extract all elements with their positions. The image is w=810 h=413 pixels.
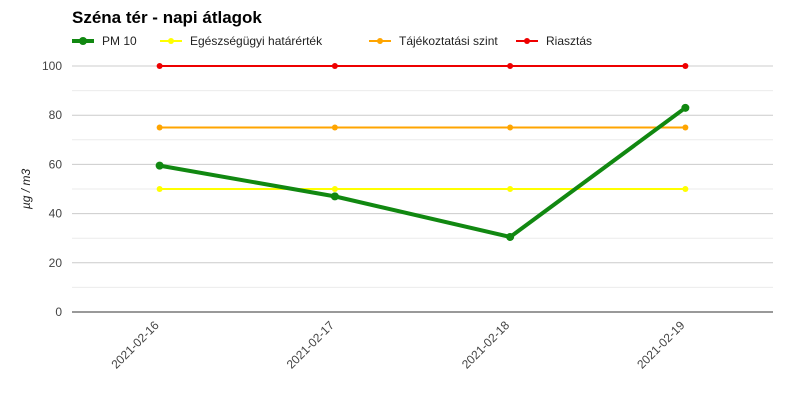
legend-item: Tájékoztatási szint (369, 34, 498, 48)
y-axis-label: µg / m3 (19, 169, 33, 210)
legend-label: Tájékoztatási szint (399, 34, 498, 48)
series-line (159, 106, 687, 239)
data-point (330, 192, 339, 201)
data-point (331, 124, 338, 131)
series-layer (155, 63, 690, 241)
y-tick-label: 20 (49, 256, 63, 270)
x-tick-label: 2021-02-18 (459, 318, 513, 372)
series-riaszt-s (156, 63, 689, 69)
data-point (682, 186, 689, 192)
y-axis-ticks: 0 20 40 60 80 100 (42, 59, 62, 319)
series-pm-10 (155, 103, 690, 241)
series-t-j-koztat-si-szint (156, 124, 689, 131)
chart-title: Széna tér - napi átlagok (72, 8, 262, 27)
data-point (331, 63, 338, 69)
x-tick-label: 2021-02-16 (108, 318, 162, 372)
legend-label: PM 10 (102, 34, 137, 48)
y-tick-label: 100 (42, 59, 62, 73)
legend-swatch-marker (524, 38, 530, 44)
x-axis-ticks: 2021-02-16 2021-02-17 2021-02-18 2021-02-19 (108, 318, 687, 372)
x-tick-label: 2021-02-19 (634, 318, 688, 372)
x-tick-label: 2021-02-17 (284, 318, 338, 372)
data-point (156, 63, 163, 69)
y-tick-label: 0 (55, 305, 62, 319)
y-tick-label: 60 (49, 157, 63, 171)
legend-swatch-marker (168, 38, 174, 44)
data-point (507, 186, 514, 192)
legend-label: Egészségügyi határérték (190, 34, 323, 48)
data-point (155, 161, 164, 170)
data-point (156, 186, 163, 192)
data-point (331, 186, 338, 192)
data-point (156, 124, 163, 131)
data-point (506, 232, 515, 241)
data-point (681, 103, 690, 112)
data-point (682, 63, 689, 69)
data-point (507, 124, 514, 131)
gridlines (72, 65, 773, 288)
y-tick-label: 80 (49, 108, 63, 122)
legend-swatch-marker (79, 37, 87, 45)
legend-item: Riasztás (516, 34, 592, 48)
data-point (682, 124, 689, 131)
legend-item: Egészségügyi határérték (160, 34, 323, 48)
legend-item: PM 10 (72, 34, 137, 48)
legend-swatch-marker (377, 38, 383, 44)
legend: PM 10 Egészségügyi határérték Tájékoztatás… (72, 34, 592, 48)
y-tick-label: 40 (49, 207, 63, 221)
series-eg-szs-g-gyi-hat-r-rt-k (156, 186, 689, 192)
legend-label: Riasztás (546, 34, 592, 48)
data-point (507, 63, 514, 69)
